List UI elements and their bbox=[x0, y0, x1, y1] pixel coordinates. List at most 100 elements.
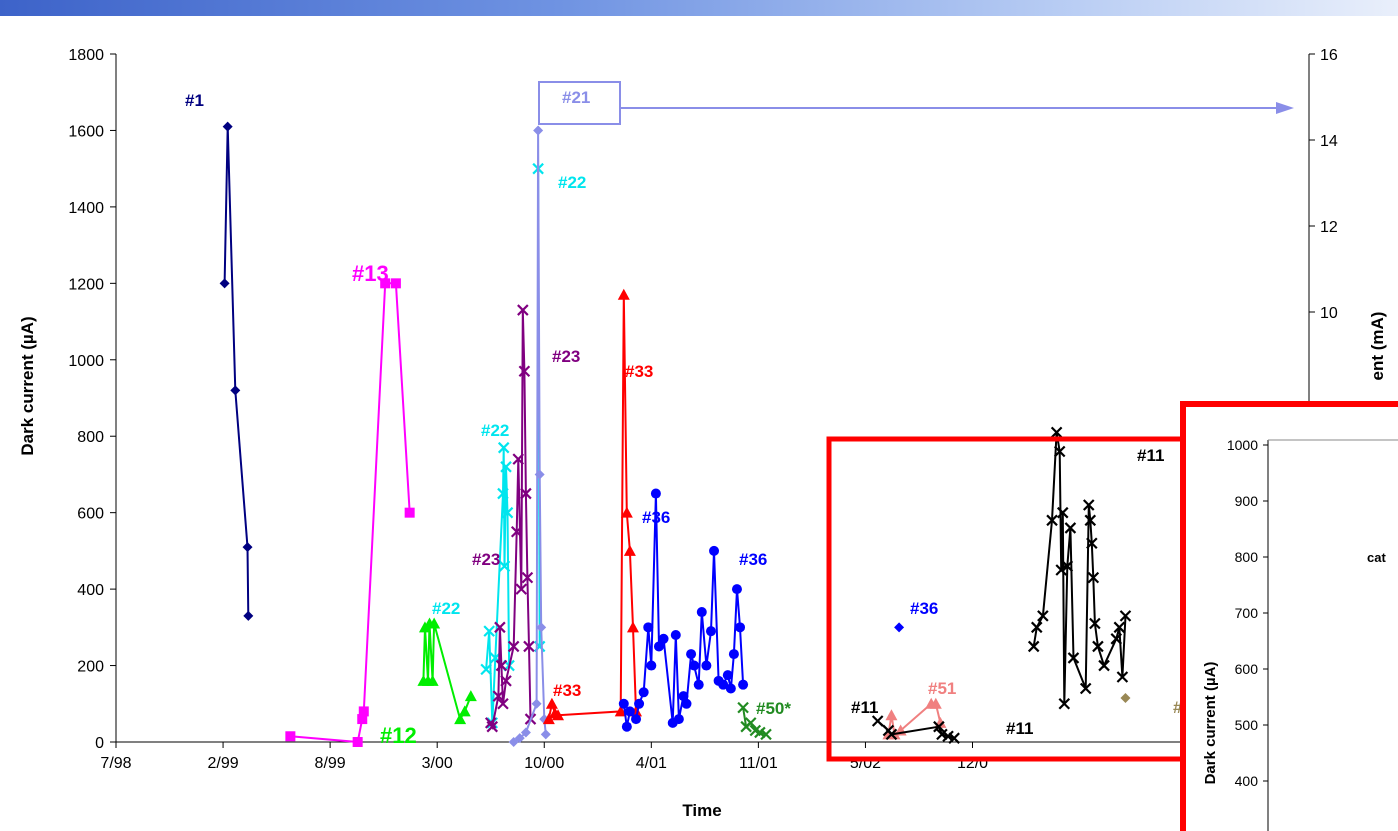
inset-y-tick-label: 300 bbox=[1235, 829, 1259, 831]
data-point bbox=[1119, 610, 1132, 622]
series-line bbox=[1032, 432, 1127, 704]
data-point bbox=[501, 506, 514, 519]
data-point bbox=[545, 697, 558, 709]
series-12 bbox=[871, 715, 960, 744]
data-point bbox=[1058, 698, 1071, 710]
data-point bbox=[219, 278, 230, 289]
data-point bbox=[454, 713, 467, 725]
data-point bbox=[243, 610, 254, 621]
data-point bbox=[517, 304, 529, 316]
data-point bbox=[242, 542, 253, 553]
data-point bbox=[523, 640, 535, 653]
data-point bbox=[689, 660, 700, 671]
series-21-arrowhead bbox=[1276, 102, 1294, 114]
data-point bbox=[623, 544, 636, 556]
data-point bbox=[552, 709, 565, 721]
series-layer bbox=[219, 121, 1132, 747]
series-1 bbox=[285, 278, 415, 747]
series-label: #36 bbox=[642, 508, 670, 527]
data-point bbox=[693, 679, 704, 690]
series-label: #23 bbox=[552, 347, 580, 366]
data-point bbox=[222, 121, 233, 132]
data-point bbox=[670, 629, 681, 640]
data-point bbox=[631, 714, 642, 725]
y-tick-label: 1600 bbox=[68, 123, 104, 140]
inset-partial-label: cat bbox=[1367, 550, 1386, 565]
data-point bbox=[492, 690, 505, 702]
series-13 bbox=[1027, 426, 1132, 710]
data-point bbox=[521, 571, 534, 584]
data-point bbox=[701, 660, 712, 671]
data-point bbox=[638, 687, 649, 698]
data-point bbox=[760, 728, 772, 741]
series-0 bbox=[219, 121, 254, 621]
data-point bbox=[1092, 640, 1104, 653]
data-point bbox=[497, 441, 510, 454]
data-point bbox=[718, 679, 729, 690]
x-tick-label: 10/00 bbox=[524, 755, 564, 772]
y-tick-label: 0 bbox=[95, 735, 104, 752]
inset-y-tick-label: 700 bbox=[1235, 605, 1259, 621]
inset-y-tick-label: 1000 bbox=[1227, 437, 1258, 453]
x-tick-label: 3/00 bbox=[422, 755, 453, 772]
series-label: #21 bbox=[562, 88, 590, 107]
data-point bbox=[483, 625, 495, 637]
y2-tick-label: 16 bbox=[1320, 47, 1338, 64]
series-label: #33 bbox=[553, 681, 581, 700]
data-point bbox=[533, 125, 544, 136]
series-10 bbox=[894, 622, 905, 633]
y-tick-label: 1800 bbox=[68, 47, 104, 64]
y-tick-label: 600 bbox=[77, 506, 104, 523]
axes: Time Dark current (µA) ent (mA) 0 200 400 6… bbox=[18, 47, 1387, 820]
y2-axis-title: ent (mA) bbox=[1368, 312, 1387, 381]
data-point bbox=[678, 691, 689, 702]
data-point bbox=[885, 728, 898, 741]
data-point bbox=[738, 679, 749, 690]
data-point bbox=[1037, 610, 1049, 622]
series-label: #33 bbox=[625, 362, 653, 381]
x-tick-label: 7/98 bbox=[100, 755, 131, 772]
data-point bbox=[705, 626, 716, 637]
series-6 bbox=[508, 125, 551, 747]
y2-tick-label: 12 bbox=[1320, 219, 1338, 236]
series-label: #22 bbox=[432, 599, 460, 618]
data-point bbox=[673, 714, 684, 725]
y-axis-title: Dark current (µA) bbox=[18, 316, 37, 455]
data-point bbox=[230, 385, 241, 396]
data-point bbox=[542, 713, 555, 725]
data-point bbox=[534, 469, 545, 480]
data-point bbox=[1110, 633, 1123, 645]
series-label: #11 bbox=[1006, 719, 1033, 738]
series-label: #22 bbox=[558, 173, 586, 192]
inset-y-axis-title: Dark current (µA) bbox=[1202, 662, 1219, 785]
data-point bbox=[520, 487, 532, 500]
dark-current-chart: Time Dark current (µA) ent (mA) 0 200 400 6… bbox=[18, 47, 1398, 831]
data-point bbox=[1030, 621, 1043, 634]
inset-panel: 300 400 500 600 700 800 900 1000 Dark current (µ… bbox=[1180, 401, 1398, 831]
data-point bbox=[722, 670, 733, 681]
inset-frame bbox=[1180, 401, 1398, 831]
series-21-box bbox=[538, 81, 621, 125]
series-label: #12 bbox=[380, 723, 417, 748]
data-point bbox=[1064, 522, 1077, 534]
data-point bbox=[686, 649, 697, 660]
data-point bbox=[731, 584, 742, 595]
data-point bbox=[404, 507, 415, 518]
y-tick-label: 400 bbox=[77, 582, 104, 599]
data-point bbox=[426, 674, 439, 686]
data-point bbox=[497, 698, 509, 710]
data-point bbox=[512, 453, 525, 465]
series-label: #23 bbox=[472, 550, 500, 569]
y-tick-label: 1400 bbox=[68, 200, 104, 217]
series-14 bbox=[1120, 693, 1131, 704]
data-point bbox=[464, 690, 477, 702]
data-point bbox=[1086, 537, 1098, 550]
data-point bbox=[352, 737, 363, 747]
data-point bbox=[1079, 682, 1092, 695]
data-point bbox=[643, 622, 654, 633]
data-point bbox=[620, 506, 633, 518]
data-point bbox=[486, 720, 499, 733]
series-line bbox=[422, 623, 472, 722]
data-point bbox=[1053, 445, 1066, 458]
data-point bbox=[480, 663, 492, 676]
